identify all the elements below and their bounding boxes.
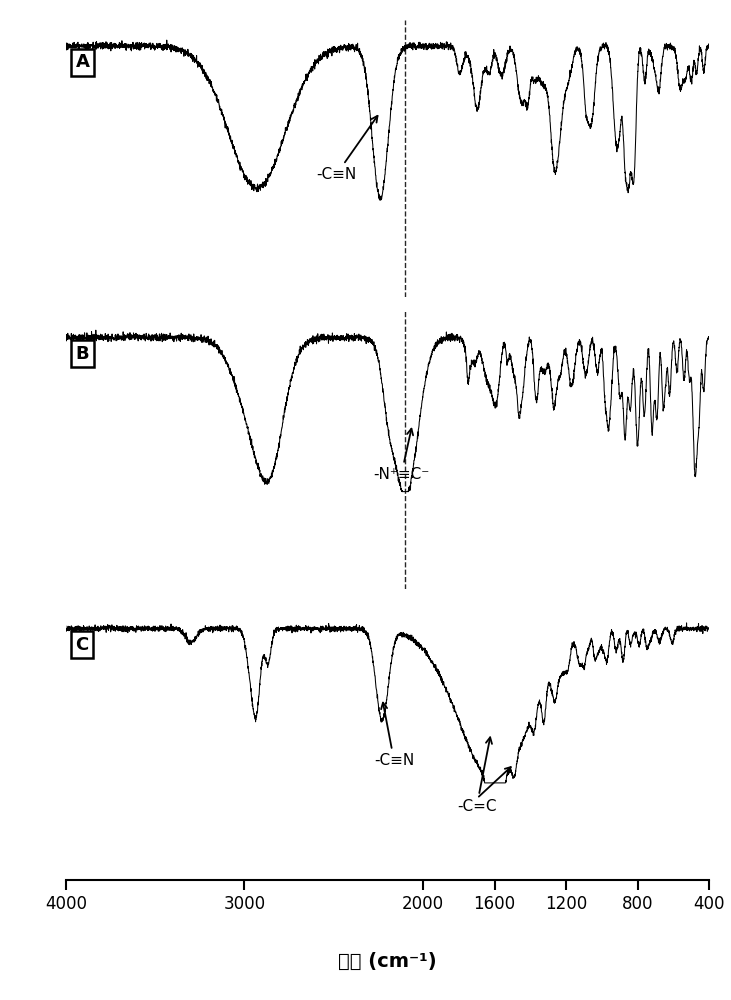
Text: -C=C: -C=C xyxy=(457,737,496,814)
Text: -C≡N: -C≡N xyxy=(316,116,377,182)
Text: B: B xyxy=(75,345,89,363)
X-axis label: 波数 (cm⁻¹): 波数 (cm⁻¹) xyxy=(338,951,436,970)
Text: C: C xyxy=(75,636,88,654)
Text: -C≡N: -C≡N xyxy=(374,703,414,768)
Text: -N⁺≡C⁻: -N⁺≡C⁻ xyxy=(373,429,429,482)
Text: A: A xyxy=(75,53,89,71)
